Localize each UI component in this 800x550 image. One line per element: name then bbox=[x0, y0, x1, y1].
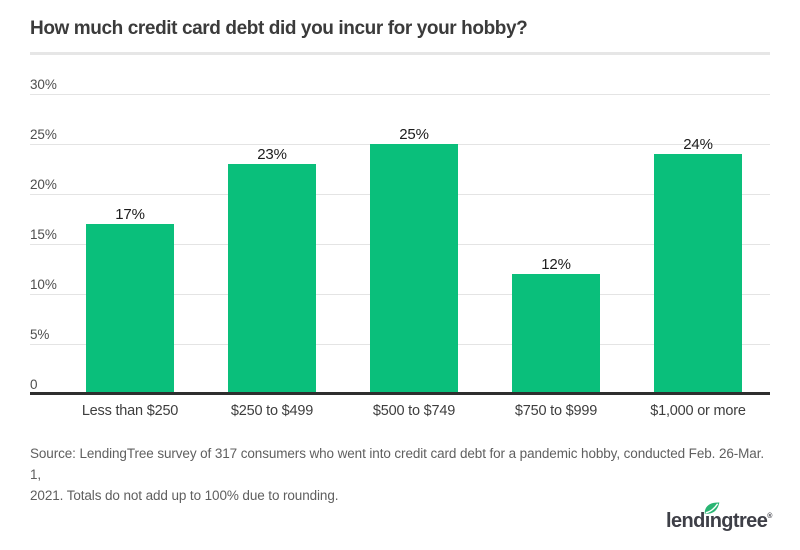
bar-value-label: 25% bbox=[399, 126, 429, 143]
logo-text-pre: lend bbox=[666, 510, 705, 532]
y-axis-tick-label: 20% bbox=[30, 177, 57, 192]
logo-text-post: ngtree bbox=[709, 510, 768, 532]
x-axis-line bbox=[30, 392, 770, 395]
bar-value-label: 23% bbox=[257, 146, 287, 163]
bar bbox=[370, 144, 458, 394]
bar bbox=[228, 164, 316, 394]
y-axis-tick-label: 5% bbox=[30, 327, 50, 342]
y-axis-tick-label: 30% bbox=[30, 77, 57, 92]
y-axis-tick-label: 0 bbox=[30, 377, 38, 392]
x-axis-category-label: $250 to $499 bbox=[230, 403, 314, 419]
x-axis-category-label: $1,000 or more bbox=[650, 403, 746, 419]
source-note: Source: LendingTree survey of 317 consum… bbox=[30, 443, 775, 506]
y-axis-tick-label: 25% bbox=[30, 127, 57, 142]
source-note-line2: 2021. Totals do not add up to 100% due t… bbox=[30, 488, 339, 503]
x-axis-category-label: $500 to $749 bbox=[372, 403, 456, 419]
x-axis-category-label: Less than $250 bbox=[81, 403, 179, 419]
title-divider bbox=[30, 52, 770, 55]
lendingtree-logo: lendıngtree® bbox=[666, 501, 786, 541]
bar bbox=[654, 154, 742, 394]
logo-text-i: ı bbox=[704, 510, 711, 532]
bar-value-label: 17% bbox=[115, 206, 145, 223]
gridline bbox=[30, 94, 770, 95]
bar-value-label: 12% bbox=[541, 256, 571, 273]
chart-title: How much credit card debt did you incur … bbox=[30, 18, 528, 39]
bar bbox=[86, 224, 174, 394]
leaf-icon bbox=[704, 502, 720, 514]
logo-wordmark: lendıngtree® bbox=[666, 510, 772, 533]
bar bbox=[512, 274, 600, 394]
y-axis-tick-label: 10% bbox=[30, 277, 57, 292]
y-axis-tick-label: 15% bbox=[30, 227, 57, 242]
x-axis-category-label: $750 to $999 bbox=[514, 403, 598, 419]
registered-mark: ® bbox=[767, 513, 773, 520]
source-note-line1: Source: LendingTree survey of 317 consum… bbox=[30, 446, 765, 482]
bar-value-label: 24% bbox=[683, 136, 713, 153]
